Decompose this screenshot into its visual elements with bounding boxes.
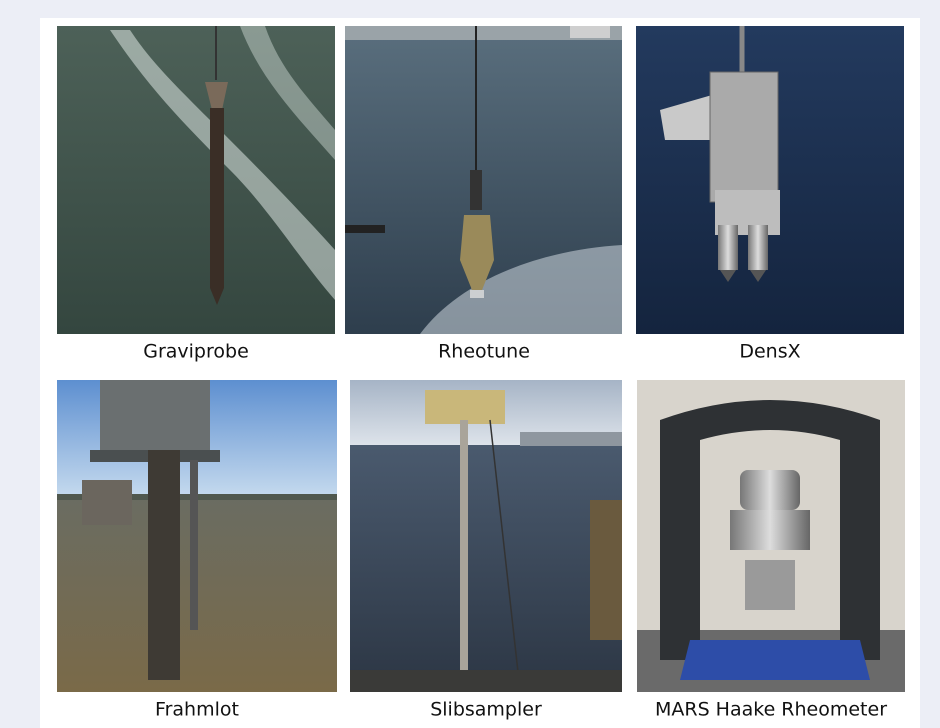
photo-rheotune: [345, 26, 622, 334]
photo-frahmlot: [57, 380, 337, 692]
photo-graviprobe: [57, 26, 335, 334]
photo-slibsampler: [350, 380, 622, 692]
caption: Frahmlot: [155, 699, 239, 721]
caption: MARS Haake Rheometer: [655, 699, 887, 721]
caption: Graviprobe: [143, 341, 249, 363]
caption: DensX: [739, 341, 800, 363]
photo-densx: [636, 26, 904, 334]
caption: Slibsampler: [430, 699, 542, 721]
photo-rheometer: [637, 380, 905, 692]
caption: Rheotune: [438, 341, 530, 363]
